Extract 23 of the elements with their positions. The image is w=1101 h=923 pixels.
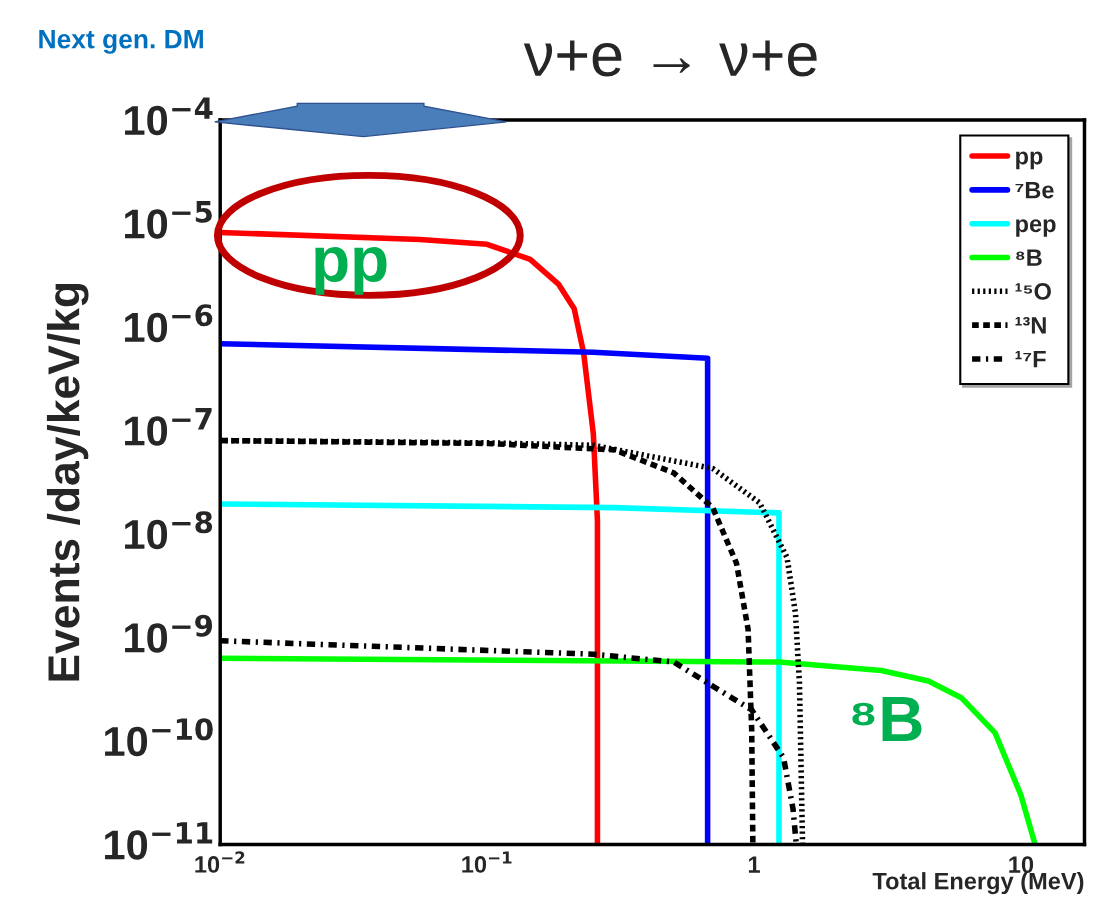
chart-title: ν+e → ν+e — [523, 40, 817, 77]
y-tick-label: 10$^{−7}$ — [125, 408, 212, 446]
x-tick-label: 1 — [748, 856, 760, 873]
y-tick-label: 10$^{−4}$ — [125, 97, 213, 136]
legend-label: pep — [1016, 219, 1056, 237]
legend-label: pp — [1016, 151, 1043, 170]
y-axis-title: Events /day/keV/kg — [46, 283, 89, 681]
annotation: pp — [315, 246, 387, 295]
legend-label: ⁷Be — [1015, 181, 1054, 199]
x-tick-label: 10$^{−1}$ — [462, 851, 512, 873]
legend-label: ¹⁷F — [1015, 350, 1046, 368]
x-tick-label: 10 — [1009, 856, 1034, 873]
legend-label: ¹³N — [1015, 316, 1046, 334]
y-tick-label: 10$^{−9}$ — [125, 614, 213, 653]
text: Next gen. DM — [39, 30, 203, 54]
legend-label: ¹⁵O — [1015, 283, 1051, 300]
x-axis-title: Total Energy (MeV) — [872, 872, 1084, 895]
y-tick-label: 10$^{−8}$ — [125, 511, 213, 550]
annotation: ⁸B — [852, 697, 922, 742]
y-tick-label: 10$^{−10}$ — [105, 718, 213, 757]
y-tick-label: 10$^{−5}$ — [125, 201, 212, 239]
legend-label: ⁸B — [1016, 249, 1042, 266]
y-tick-label: 10$^{−6}$ — [125, 304, 213, 343]
